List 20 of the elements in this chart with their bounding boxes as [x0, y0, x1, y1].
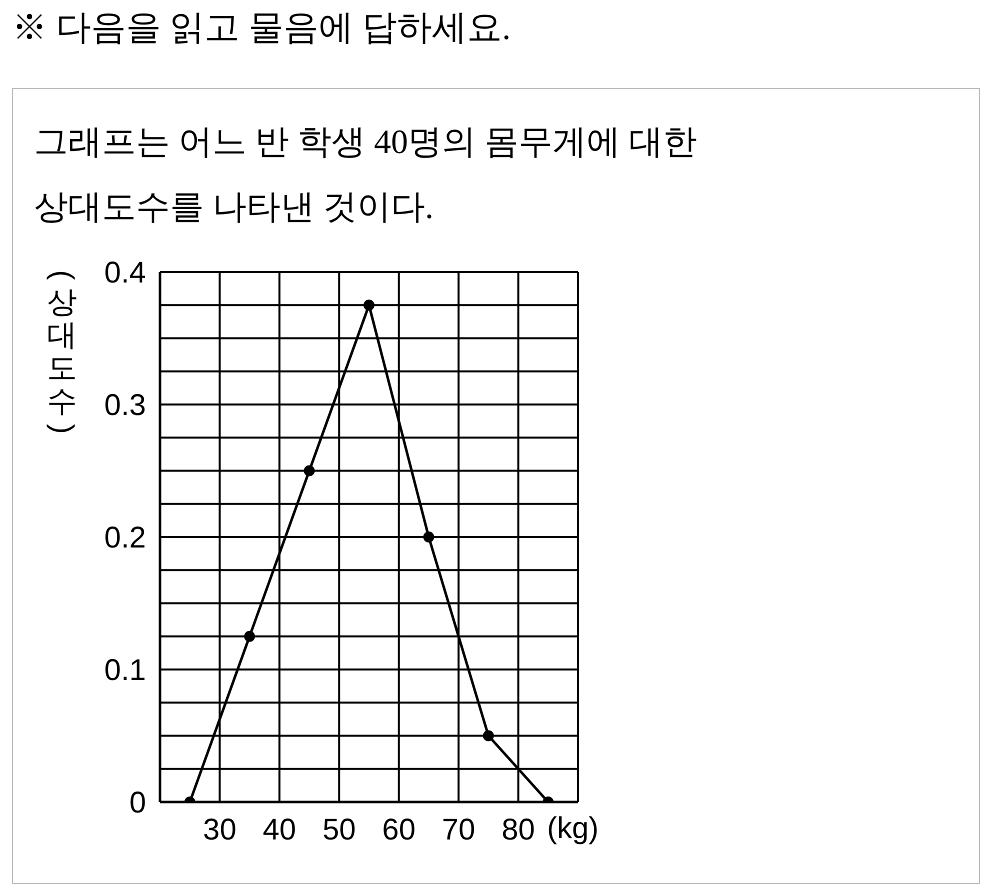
x-tick-label: 40	[262, 813, 296, 846]
chart-title: ※ 다음을 읽고 물음에 답하세요.	[12, 7, 511, 49]
y-axis-title: (상대도수)	[45, 269, 80, 436]
point	[364, 300, 374, 311]
y-tick-label: 0.3	[104, 389, 146, 422]
point	[423, 532, 434, 542]
chart-subtitle: 그래프는 어느 반 학생 40명의 몸무게에 대한 상대도수를 나타낸 것이다.	[34, 123, 698, 228]
point	[482, 730, 494, 742]
x-tick-label: 30	[203, 813, 236, 846]
y-tick-label: 0	[129, 786, 146, 820]
x-tick-label: 80	[502, 813, 535, 846]
y-tick-label: 0.4	[104, 256, 146, 290]
x-tick-label: 60	[382, 813, 416, 846]
point	[244, 630, 256, 642]
y-tick-label: 0.1	[104, 654, 146, 688]
point	[304, 465, 315, 476]
x-tick-label: 70	[442, 813, 476, 846]
x-axis-title: (kg)	[547, 812, 599, 846]
y-tick-label: 0.2	[104, 522, 146, 555]
x-tick-label: 50	[322, 813, 356, 846]
